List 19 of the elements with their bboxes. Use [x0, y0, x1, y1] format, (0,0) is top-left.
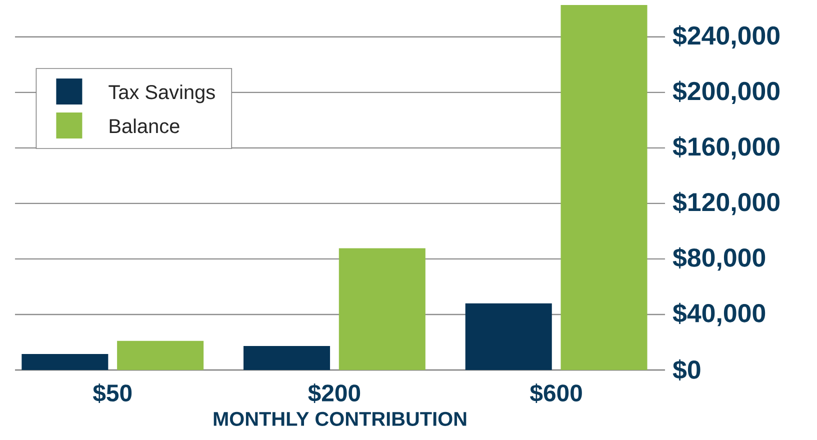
- legend-label: Balance: [110, 118, 180, 134]
- y-tick-label: $80,000: [672, 247, 766, 271]
- y-tick-label: $200,000: [672, 80, 780, 104]
- bar: [560, 4, 648, 370]
- bar: [22, 354, 108, 370]
- y-tick-label: $40,000: [672, 302, 766, 326]
- bar: [465, 303, 552, 370]
- x-tick-label: $200: [308, 384, 360, 404]
- x-tick-label: $50: [92, 384, 132, 404]
- y-tick-label: $160,000: [672, 136, 780, 160]
- y-tick-label: $120,000: [672, 192, 780, 216]
- y-tick-label: $240,000: [672, 25, 780, 49]
- bar: [117, 340, 204, 370]
- x-axis-title: MONTHLY CONTRIBUTION: [214, 412, 466, 426]
- y-tick-label: $0: [672, 359, 700, 381]
- x-tick-label: $600: [530, 384, 582, 404]
- legend-label: Tax Savings: [108, 84, 215, 104]
- bar: [244, 346, 330, 370]
- bar: [338, 248, 426, 370]
